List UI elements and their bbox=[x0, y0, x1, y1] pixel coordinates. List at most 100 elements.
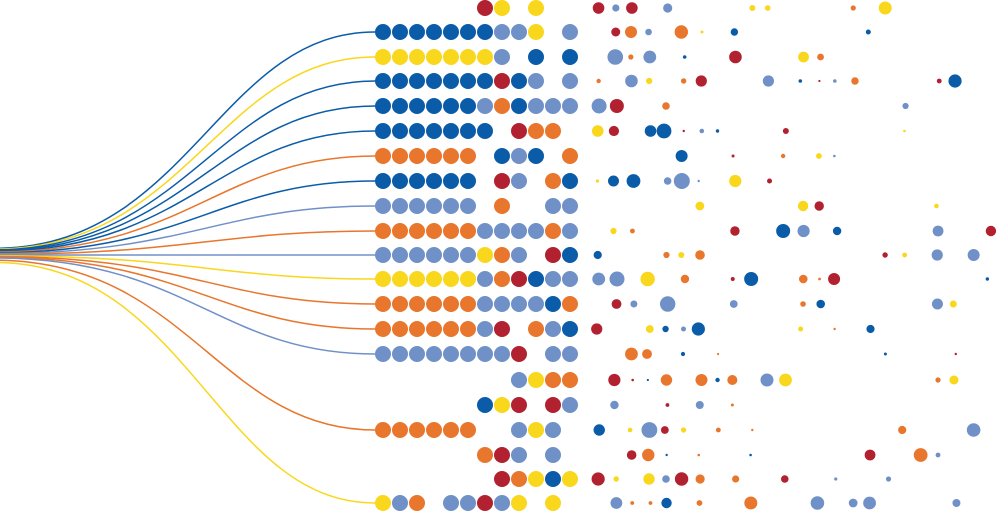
dot bbox=[695, 201, 705, 211]
dot bbox=[610, 227, 617, 235]
dot bbox=[477, 98, 493, 114]
dot bbox=[392, 296, 408, 312]
dot bbox=[392, 123, 408, 139]
dot bbox=[730, 403, 734, 407]
dot bbox=[883, 352, 887, 356]
dot bbox=[528, 471, 544, 487]
dot bbox=[477, 24, 493, 40]
dot bbox=[409, 346, 425, 362]
dot bbox=[409, 24, 425, 40]
dot bbox=[477, 0, 493, 16]
dot bbox=[935, 377, 941, 383]
dot bbox=[833, 79, 837, 83]
dot bbox=[477, 346, 493, 362]
dot bbox=[494, 271, 510, 287]
dot bbox=[562, 346, 578, 362]
flow-curve bbox=[0, 261, 376, 504]
dot bbox=[848, 498, 858, 508]
dot bbox=[545, 372, 561, 388]
dot bbox=[780, 475, 789, 483]
dot bbox=[628, 54, 634, 60]
dot bbox=[562, 148, 578, 164]
dot bbox=[697, 453, 701, 457]
dot bbox=[443, 321, 459, 337]
dot bbox=[767, 178, 773, 184]
dot bbox=[460, 148, 476, 164]
dot bbox=[545, 173, 561, 189]
dot bbox=[426, 422, 442, 438]
dot bbox=[460, 198, 476, 214]
dot bbox=[511, 422, 527, 438]
dot bbox=[607, 49, 624, 65]
dot bbox=[426, 346, 442, 362]
dot bbox=[935, 452, 941, 458]
dot bbox=[934, 203, 939, 209]
dot bbox=[511, 372, 527, 388]
dot bbox=[744, 496, 758, 510]
dot bbox=[528, 321, 544, 337]
dot bbox=[695, 401, 704, 409]
dot bbox=[751, 428, 754, 432]
dot bbox=[591, 323, 603, 335]
dot bbox=[477, 321, 493, 337]
dot bbox=[715, 377, 720, 383]
dot bbox=[882, 252, 888, 258]
dot bbox=[648, 501, 653, 505]
dot bbox=[608, 175, 620, 187]
dot bbox=[678, 252, 685, 258]
dot bbox=[392, 73, 408, 89]
dot bbox=[611, 27, 621, 37]
dot bbox=[730, 226, 740, 236]
flow-curve bbox=[0, 255, 376, 305]
dot bbox=[460, 223, 476, 239]
dot bbox=[645, 325, 654, 333]
dot bbox=[477, 271, 493, 287]
dot bbox=[695, 75, 707, 87]
flow-curve bbox=[0, 80, 376, 251]
dot bbox=[409, 98, 425, 114]
dot bbox=[818, 79, 821, 83]
flow-curve bbox=[0, 56, 376, 250]
dot bbox=[682, 129, 685, 133]
dot bbox=[409, 123, 425, 139]
dot bbox=[443, 73, 459, 89]
dot bbox=[591, 472, 605, 486]
dot bbox=[625, 347, 638, 361]
dot bbox=[562, 173, 578, 189]
dot bbox=[630, 228, 635, 234]
dot bbox=[443, 223, 459, 239]
dot bbox=[443, 296, 459, 312]
dot bbox=[460, 346, 476, 362]
dot bbox=[931, 249, 943, 261]
dot bbox=[625, 74, 638, 88]
dot bbox=[494, 198, 510, 214]
dot bbox=[426, 73, 442, 89]
dot bbox=[511, 296, 527, 312]
dot bbox=[562, 271, 578, 287]
dot bbox=[864, 449, 876, 461]
dot bbox=[595, 179, 600, 183]
dot bbox=[798, 326, 804, 332]
dot bbox=[528, 296, 544, 312]
dot bbox=[511, 346, 527, 362]
dot bbox=[545, 98, 561, 114]
dot bbox=[833, 327, 836, 331]
dot bbox=[885, 476, 892, 482]
dot bbox=[375, 346, 391, 362]
dot bbox=[443, 24, 459, 40]
dot bbox=[409, 422, 425, 438]
dot bbox=[545, 495, 561, 511]
dot bbox=[392, 495, 408, 511]
flow-curve bbox=[0, 256, 376, 330]
dot bbox=[663, 251, 670, 259]
dot bbox=[426, 321, 442, 337]
dot bbox=[426, 223, 442, 239]
dot bbox=[610, 400, 619, 410]
dot bbox=[511, 397, 527, 413]
dot bbox=[776, 224, 791, 238]
dot bbox=[593, 250, 602, 260]
dot bbox=[392, 346, 408, 362]
dot bbox=[642, 349, 652, 359]
